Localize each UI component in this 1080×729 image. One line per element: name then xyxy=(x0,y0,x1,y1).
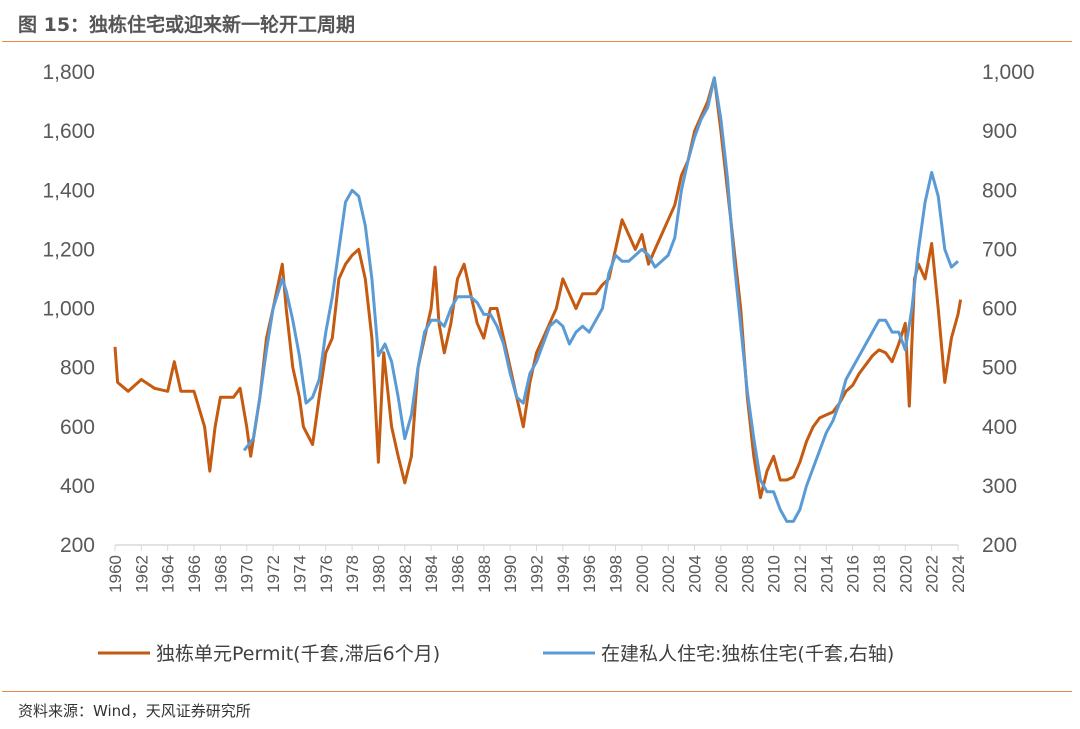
x-tick-label: 2016 xyxy=(844,555,863,593)
y-left-tick-label: 1,600 xyxy=(42,120,95,143)
y-left-tick-label: 600 xyxy=(60,416,95,439)
footer-divider xyxy=(2,691,1072,692)
y-left-tick-label: 400 xyxy=(60,475,95,498)
x-tick-label: 2014 xyxy=(817,555,836,593)
x-tick-label: 2024 xyxy=(949,555,968,593)
y-left-tick-label: 200 xyxy=(60,534,95,557)
x-tick-label: 2004 xyxy=(686,555,705,593)
chart-title: 图 15：独栋住宅或迎来新一轮开工周期 xyxy=(18,14,356,36)
title-divider xyxy=(2,41,1072,42)
x-tick-label: 1994 xyxy=(554,555,573,593)
x-tick-label: 1966 xyxy=(185,555,204,593)
y-right-tick-label: 900 xyxy=(982,120,1017,143)
y-right-tick-label: 300 xyxy=(982,475,1017,498)
x-tick-label: 1992 xyxy=(528,555,547,593)
x-tick-label: 1990 xyxy=(501,555,520,593)
x-tick-label: 2008 xyxy=(738,555,757,593)
y-right-tick-label: 200 xyxy=(982,534,1017,557)
y-right-tick-label: 500 xyxy=(982,357,1017,380)
y-right-tick-label: 1,000 xyxy=(982,61,1035,84)
x-tick-label: 1974 xyxy=(290,555,309,593)
y-left-tick-label: 800 xyxy=(60,357,95,380)
y-right-tick-label: 400 xyxy=(982,416,1017,439)
x-tick-label: 2006 xyxy=(712,555,731,593)
x-tick-label: 1976 xyxy=(317,555,336,593)
x-tick-label: 1980 xyxy=(369,555,388,593)
y-left-tick-label: 1,400 xyxy=(42,179,95,202)
x-tick-label: 1988 xyxy=(475,555,494,593)
x-tick-label: 1984 xyxy=(422,555,441,593)
legend-label: 独栋单元Permit(千套,滞后6个月) xyxy=(156,643,440,665)
x-tick-label: 2012 xyxy=(791,555,810,593)
x-tick-label: 2002 xyxy=(659,555,678,593)
x-tick-label: 1962 xyxy=(132,555,151,593)
x-tick-label: 1996 xyxy=(580,555,599,593)
y-right-tick-label: 800 xyxy=(982,179,1017,202)
x-tick-label: 1968 xyxy=(211,555,230,593)
series-line-permits xyxy=(113,76,963,500)
x-tick-label: 1964 xyxy=(159,555,178,593)
x-tick-label: 1982 xyxy=(396,555,415,593)
x-tick-label: 2018 xyxy=(870,555,889,593)
x-tick-label: 1998 xyxy=(607,555,626,593)
y-left-tick-label: 1,000 xyxy=(42,298,95,321)
x-tick-label: 1972 xyxy=(264,555,283,593)
y-right-tick-label: 600 xyxy=(982,298,1017,321)
y-right-tick-label: 700 xyxy=(982,238,1017,261)
x-tick-label: 1978 xyxy=(343,555,362,593)
x-tick-label: 2022 xyxy=(923,555,942,593)
x-tick-label: 2000 xyxy=(633,555,652,593)
y-left-tick-label: 1,200 xyxy=(42,238,95,261)
y-left-tick-label: 1,800 xyxy=(42,61,95,84)
x-tick-label: 1986 xyxy=(448,555,467,593)
legend-label: 在建私人住宅:独栋住宅(千套,右轴) xyxy=(601,643,894,665)
x-tick-label: 1970 xyxy=(238,555,257,593)
source-note: 资料来源：Wind，天风证券研究所 xyxy=(18,702,251,720)
x-tick-label: 2010 xyxy=(765,555,784,593)
series-line-under-construction xyxy=(242,76,959,523)
x-tick-label: 2020 xyxy=(896,555,915,593)
x-tick-label: 1960 xyxy=(106,555,125,593)
